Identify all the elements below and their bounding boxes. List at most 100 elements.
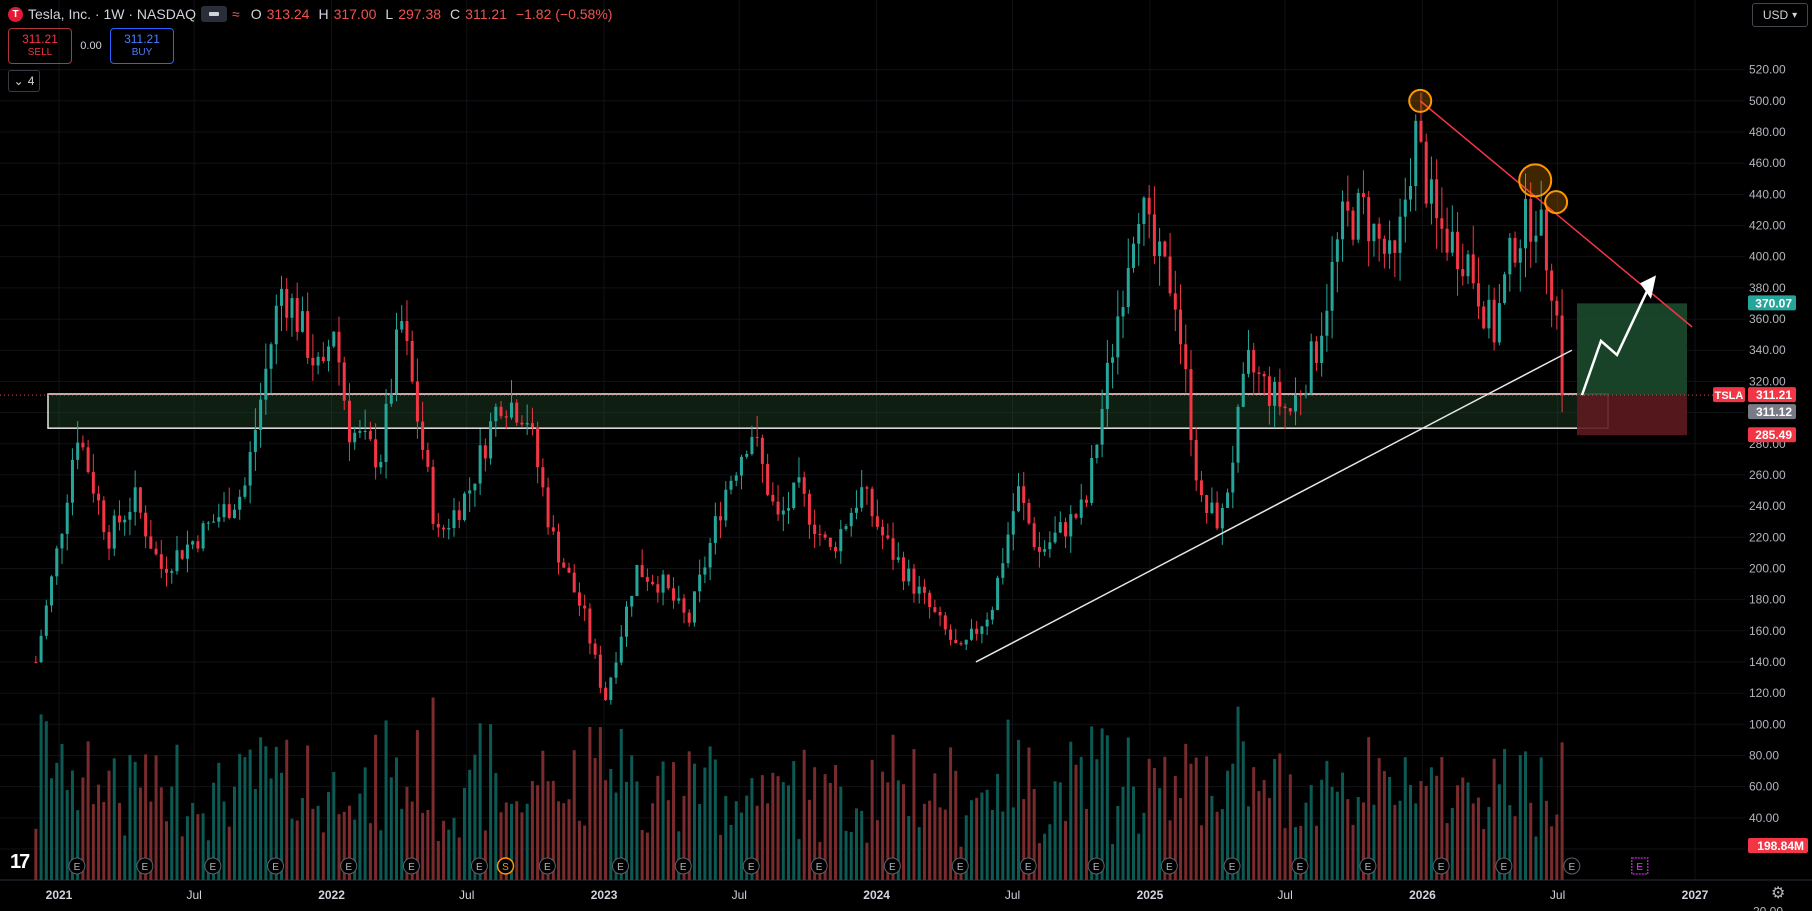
buy-button[interactable]: 311.21 BUY [110,28,174,64]
candle-body [630,595,634,607]
candle-body [196,541,200,549]
candle-body [238,496,242,510]
earnings-marker-ring [612,857,630,875]
high-label: H [318,6,329,22]
x-tick-label: 2027 [1682,888,1709,902]
indicators-count: 4 [27,74,35,88]
candle-body [818,534,822,536]
sell-button[interactable]: 311.21 SELL [8,28,72,64]
volume-bar [1152,767,1156,880]
volume-bar [1419,781,1423,880]
volume-bar [358,793,362,880]
tradingview-logo-icon[interactable]: 17 [10,851,30,873]
candle-body [739,456,743,476]
volume-bar [1513,816,1517,880]
volume-bar [541,750,545,880]
candle-body [421,421,425,450]
candle-body [1524,198,1528,249]
currency-label: USD [1762,8,1789,22]
candle-body [1220,507,1224,529]
earnings-marker: E [538,857,556,875]
volume-bar [39,714,43,880]
candle-body [415,381,419,422]
earnings-marker: E [1563,857,1581,875]
target-price-tag-bg [1748,295,1796,311]
earnings-marker: E [810,857,828,875]
earnings-marker-label: E [748,862,755,873]
upcoming-earnings-marker [1630,857,1649,875]
candle-body [212,521,216,523]
volume-bar [593,758,597,880]
earnings-marker: E [1495,857,1513,875]
indicators-toggle[interactable]: ⌄ 4 [8,70,40,92]
candle-body [922,586,926,593]
volume-bar [729,824,733,880]
candle-body [337,331,341,363]
volume-tag: 198.84M [1757,839,1804,853]
candle-body [384,403,388,462]
candle-body [274,305,278,345]
candle-body [698,574,702,592]
candle-body [776,501,780,515]
volume-bar [1529,802,1533,880]
candle-body [374,439,378,468]
currency-selector[interactable]: USD ▾ [1752,3,1808,27]
volume-bar [619,728,623,880]
volume-bar [1372,804,1376,880]
volume-bar [598,727,602,880]
candle-body [1043,549,1047,552]
y-tick-label: 500.00 [1749,94,1786,108]
candle-body [703,567,707,575]
symbol-title[interactable]: Tesla, Inc. · 1W · NASDAQ [28,6,197,22]
earnings-marker-ring [1223,857,1241,875]
earnings-marker-ring [951,857,969,875]
volume-bar [1288,774,1292,880]
volume-bar [1456,785,1460,880]
candle-body [91,472,95,494]
volume-bar [1560,742,1564,880]
candle-body [1032,523,1036,548]
candle-body [144,512,148,537]
volume-bar [60,744,64,880]
settings-gear-icon[interactable]: ⚙ [1771,885,1786,902]
hide-legend-icon[interactable] [201,6,228,22]
candle-body [1011,511,1015,535]
volume-bar [395,757,399,880]
candle-body [593,643,597,655]
volume-bar [828,782,832,880]
earnings-marker-label: E [345,862,352,873]
volume-bar [1435,775,1439,880]
volume-bar [1184,743,1188,880]
volume-bar [839,786,843,880]
projected-path [1580,284,1652,396]
candle-body [232,509,236,519]
x-tick-label: Jul [459,888,474,902]
volume-bar [1006,719,1010,880]
volume-bar [964,815,968,880]
volume-bar [1189,763,1193,880]
volume-bar [1215,811,1219,880]
volume-bar [886,782,890,880]
candle-body [802,477,806,494]
volume-bar [975,797,979,880]
volume-bar [300,798,304,880]
candle-body [1048,542,1052,550]
earnings-marker-ring [68,857,86,875]
candle-body [990,609,994,620]
candle-body [405,321,409,341]
volume-bar [928,800,932,880]
candle-body [823,534,827,538]
wave-indicator-icon[interactable]: ≈ [232,6,240,22]
volume-bar [1116,805,1120,880]
volume-bar [949,747,953,880]
volume-bar [133,761,137,880]
y-tick-label: 60.00 [1749,780,1779,794]
volume-bar [65,790,69,880]
volume-bar [1320,779,1324,880]
candle-body [624,606,628,637]
volume-bar [410,801,414,880]
volume-bar [1252,767,1256,880]
candle-body [170,571,174,573]
prev-close-tag-bg [1748,404,1796,420]
